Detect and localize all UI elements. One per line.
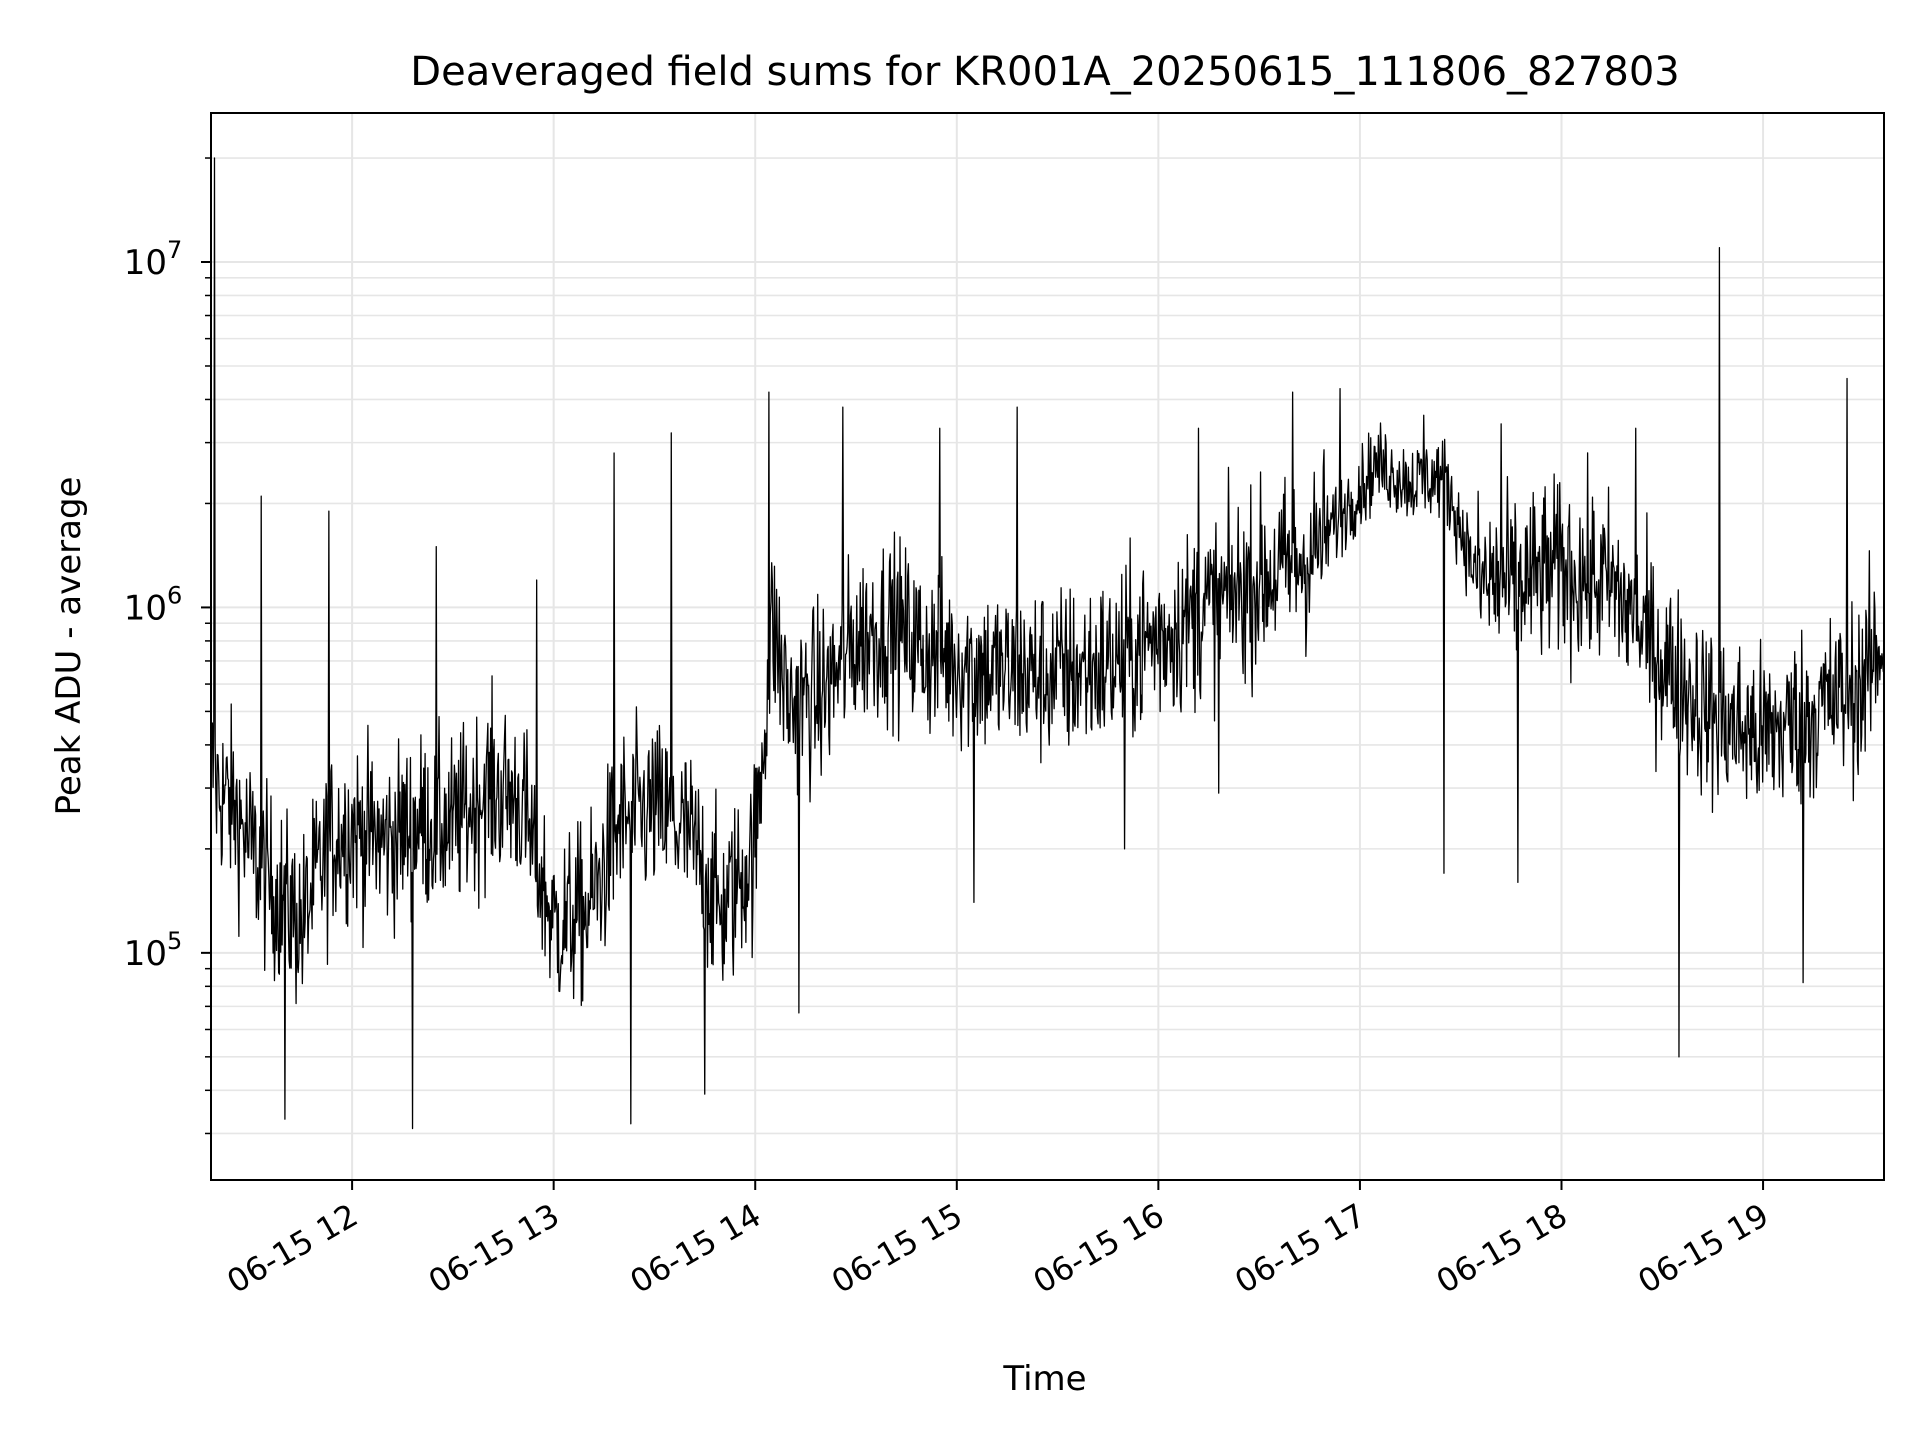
y-tick-label: 106: [124, 581, 183, 628]
data-line-layer: [210, 157, 1885, 1130]
x-axis-label: Time: [1002, 1359, 1086, 1399]
y-tick-label: 107: [124, 236, 183, 283]
grid: [211, 113, 1884, 1180]
data-line: [210, 157, 1885, 1130]
y-tick-label: 105: [124, 927, 183, 974]
y-axis-label: Peak ADU - average: [49, 477, 89, 816]
plot-frame: [210, 112, 1885, 1181]
chart-title: Deaveraged field sums for KR001A_2025061…: [410, 49, 1679, 95]
y-axis: 105 106 107: [124, 157, 211, 1135]
